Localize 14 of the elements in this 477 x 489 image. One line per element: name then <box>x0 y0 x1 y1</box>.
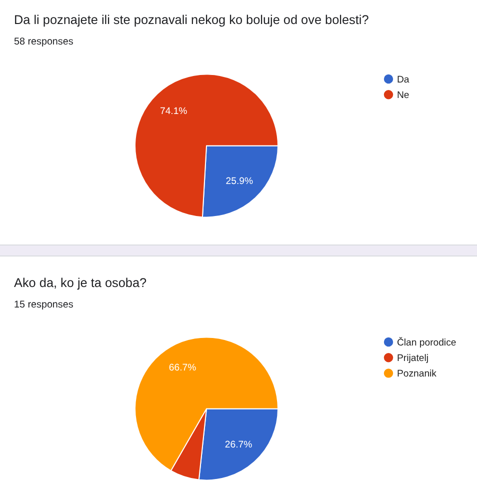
data-label: 25.9% <box>226 176 254 187</box>
chart-title: Ako da, ko je ta osoba? <box>14 276 147 290</box>
legend-label: Da <box>397 74 410 86</box>
legend-label: Poznanik <box>397 368 437 380</box>
legend-label: Prijatelj <box>397 352 428 364</box>
pie-slice <box>134 74 278 218</box>
data-label: 74.1% <box>160 106 188 118</box>
data-label: 26.7% <box>224 440 253 451</box>
legend-label: Ne <box>397 90 410 101</box>
legend-label: Član porodice <box>397 336 456 348</box>
text: 58 responses <box>14 36 74 48</box>
chart-title: Da li poznajete ili ste poznavali nekog ko boluje od ove bolesti? <box>14 13 369 27</box>
data-label: 66.7% <box>168 362 197 374</box>
text: 15 responses <box>14 299 74 310</box>
